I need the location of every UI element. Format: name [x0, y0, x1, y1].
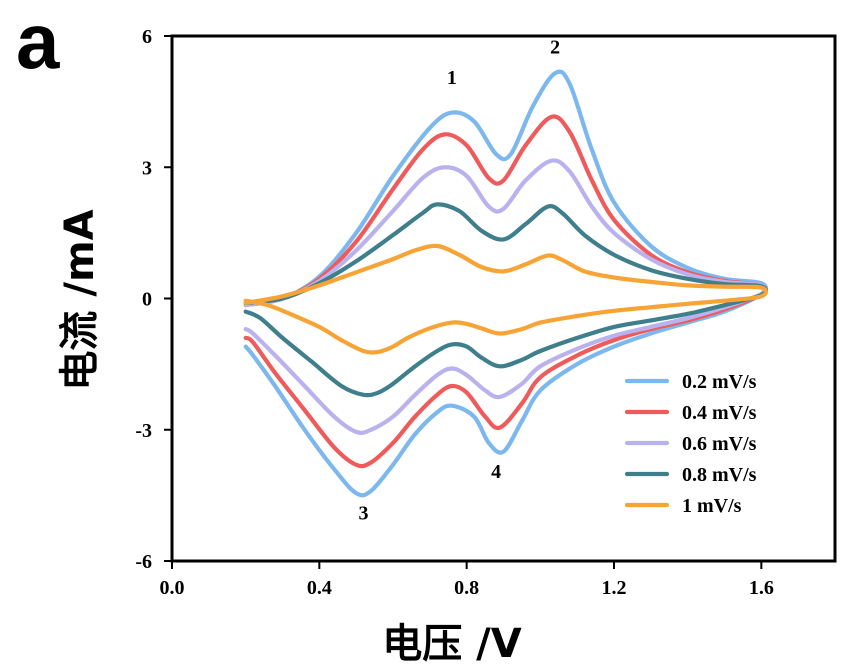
x-tick-label: 1.6: [749, 577, 774, 599]
x-axis-title: 电压 /V: [382, 621, 522, 667]
peak-label: 1: [447, 67, 457, 89]
panel-label: a: [16, 0, 60, 85]
peak-label: 3: [359, 502, 369, 524]
y-tick-label: -3: [135, 420, 152, 442]
x-tick-label: 0.4: [307, 577, 332, 599]
x-axis-ticks: 0.0 0.4 0.8 1.2 1.6: [160, 561, 774, 599]
y-tick-label: 0: [142, 289, 152, 311]
y-tick-label: 6: [142, 26, 152, 48]
y-tick-label: -6: [135, 551, 152, 573]
series-layer: [243, 69, 769, 498]
x-tick-label: 0.0: [160, 577, 185, 599]
peak-annotations: 1 2 3 4: [359, 37, 561, 525]
peak-label: 4: [491, 461, 501, 483]
series-line: [243, 243, 768, 355]
legend-label: 0.8 mV/s: [682, 464, 757, 486]
x-tick-label: 0.8: [454, 577, 479, 599]
y-axis-title: 电流 /mA: [57, 209, 103, 390]
legend-label: 0.4 mV/s: [682, 402, 757, 424]
legend-label: 0.6 mV/s: [682, 433, 757, 455]
y-tick-label: 3: [142, 157, 152, 179]
legend: 0.2 mV/s 0.4 mV/s 0.6 mV/s 0.8 mV/s 1 mV/s: [624, 371, 757, 517]
x-tick-label: 1.2: [602, 577, 627, 599]
legend-label: 0.2 mV/s: [682, 371, 757, 393]
series-line: [243, 202, 768, 398]
legend-label: 1 mV/s: [682, 495, 742, 517]
y-axis-ticks: -6 -3 0 3 6: [135, 26, 172, 573]
series-line: [243, 158, 768, 435]
peak-label: 2: [550, 37, 560, 59]
